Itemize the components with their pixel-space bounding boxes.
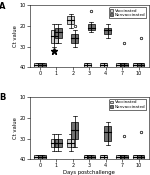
Bar — [67, 16, 74, 24]
Bar — [34, 63, 41, 67]
Y-axis label: Ct value: Ct value — [13, 25, 18, 47]
Bar — [137, 155, 144, 159]
Bar — [71, 34, 78, 43]
Bar — [88, 24, 95, 30]
Bar — [104, 28, 111, 34]
Bar — [88, 155, 95, 159]
Bar — [100, 63, 107, 67]
Bar — [38, 63, 46, 67]
Bar — [55, 28, 62, 38]
Text: A: A — [0, 2, 6, 10]
Bar — [137, 63, 144, 67]
Bar — [51, 139, 58, 147]
Bar — [121, 63, 128, 67]
Text: B: B — [0, 93, 6, 102]
Bar — [84, 63, 91, 67]
Bar — [84, 155, 91, 159]
X-axis label: Days postchallenge: Days postchallenge — [63, 170, 115, 174]
Bar — [100, 155, 107, 159]
Bar — [55, 139, 62, 147]
Y-axis label: Ct value: Ct value — [13, 117, 18, 139]
Bar — [133, 63, 140, 67]
Bar — [121, 155, 128, 159]
Bar — [117, 63, 124, 67]
Bar — [38, 155, 46, 159]
Bar — [104, 126, 111, 141]
Legend: Vaccinated, Nonvaccinated: Vaccinated, Nonvaccinated — [109, 99, 146, 110]
Bar — [71, 122, 78, 139]
Bar — [133, 155, 140, 159]
Bar — [67, 139, 74, 147]
Bar — [51, 30, 58, 43]
Bar — [117, 155, 124, 159]
Bar — [34, 155, 41, 159]
Legend: Vaccinated, Nonvaccinated: Vaccinated, Nonvaccinated — [109, 7, 146, 18]
